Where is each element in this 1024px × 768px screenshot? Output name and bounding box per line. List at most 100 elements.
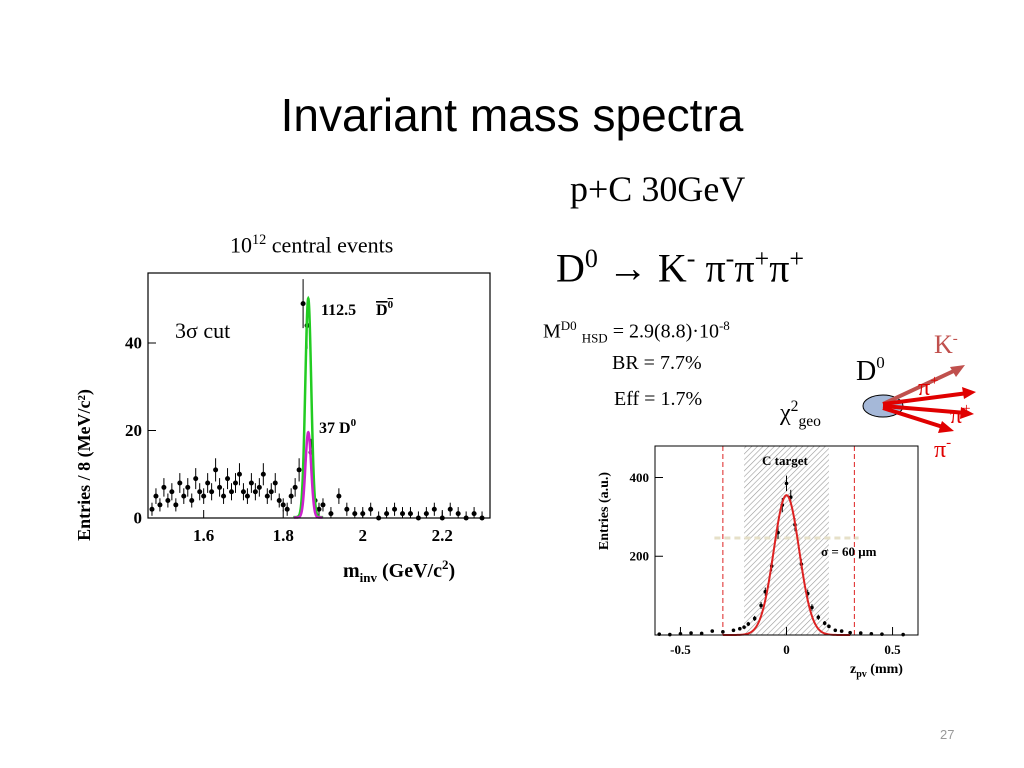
data-point bbox=[189, 498, 195, 503]
data-point bbox=[260, 471, 266, 477]
y-tick-label: 20 bbox=[125, 421, 142, 440]
y-tick-label: 0 bbox=[134, 509, 143, 528]
chi2-geo-label: χ2geo bbox=[780, 398, 821, 430]
x-tick-label: 0 bbox=[783, 642, 790, 657]
data-point bbox=[236, 471, 242, 477]
data-point bbox=[423, 511, 429, 517]
data-point bbox=[848, 630, 852, 635]
pion-arrowhead-3 bbox=[938, 421, 954, 433]
chart2-target-band bbox=[744, 446, 829, 635]
data-point bbox=[165, 498, 171, 503]
chart1-axes: 1.6 1.8 2 2.2 0 20 40 bbox=[125, 334, 453, 545]
chart1-ylabel: Entries / 8 (MeV/c²) bbox=[74, 389, 95, 541]
y-tick-label: 40 bbox=[125, 334, 142, 353]
data-point bbox=[264, 493, 270, 499]
x-tick-label: 1.8 bbox=[273, 526, 294, 545]
data-point bbox=[201, 493, 207, 499]
pion-track-1 bbox=[882, 391, 969, 406]
data-point bbox=[252, 489, 258, 495]
data-point bbox=[839, 629, 844, 633]
data-point bbox=[193, 476, 199, 482]
data-point bbox=[284, 506, 290, 512]
data-point bbox=[710, 629, 715, 633]
decay-arrow: → bbox=[607, 245, 648, 291]
slide-title: Invariant mass spectra bbox=[280, 89, 744, 141]
data-point bbox=[272, 480, 278, 486]
data-point bbox=[244, 493, 250, 499]
invariant-mass-chart: 1.6 1.8 2 2.2 0 20 40 3σ cut 112.5 D0 37 D0 mi… bbox=[74, 272, 491, 585]
zpv-chart: -0.5 0 0.5 200 400 C target σ = 60 μm zpv (m… bbox=[597, 445, 919, 680]
chart2-fit bbox=[722, 494, 851, 636]
chart2-sigma-label: σ = 60 μm bbox=[821, 544, 877, 559]
chart1-data-points bbox=[149, 279, 485, 521]
chart1-fit-dbar bbox=[293, 295, 324, 519]
data-point bbox=[149, 506, 155, 512]
chart2-axes: -0.5 0 0.5 200 400 bbox=[630, 470, 902, 657]
decay-parent: D bbox=[556, 245, 585, 291]
data-point bbox=[731, 628, 736, 633]
collision-system: p+C 30GeV bbox=[570, 169, 746, 209]
data-point bbox=[221, 493, 227, 499]
x-tick-label: 1.6 bbox=[193, 526, 214, 545]
chart1-frame bbox=[147, 272, 491, 519]
chart1-dbar-label: D0 bbox=[376, 299, 394, 319]
chart1-dbar-count: 112.5 bbox=[321, 302, 356, 319]
kaon-track bbox=[882, 367, 959, 406]
events-label: 1012 central events bbox=[230, 232, 394, 258]
chart2-data-points bbox=[657, 475, 905, 637]
data-point bbox=[752, 616, 757, 621]
data-point bbox=[276, 498, 282, 503]
data-point bbox=[352, 511, 358, 517]
data-point bbox=[229, 489, 235, 495]
data-point bbox=[292, 484, 298, 490]
decay-diagram: D0 K- π+ π+ π- bbox=[856, 330, 976, 463]
page-number: 27 bbox=[940, 727, 955, 742]
data-point bbox=[296, 467, 302, 473]
data-point bbox=[471, 511, 477, 517]
chart1-d-label: 37 D0 bbox=[319, 417, 357, 437]
data-point bbox=[759, 603, 763, 608]
data-point bbox=[181, 493, 187, 499]
data-point bbox=[185, 484, 191, 490]
efficiency: Eff = 1.7% bbox=[614, 388, 703, 410]
data-point bbox=[400, 511, 406, 517]
kaon-label: K- bbox=[934, 330, 958, 359]
data-point bbox=[431, 506, 437, 512]
data-point bbox=[344, 506, 350, 512]
x-tick-label: 2.2 bbox=[432, 526, 453, 545]
multiplicity-label: MD0 HSD = 2.9(8.8)·10-8 bbox=[543, 318, 730, 346]
pion-arrowhead-1 bbox=[962, 387, 976, 399]
data-point bbox=[288, 493, 294, 499]
data-point bbox=[256, 484, 262, 490]
pion-plus-label-1: π+ bbox=[918, 373, 939, 401]
data-point bbox=[810, 605, 814, 610]
data-point bbox=[161, 484, 167, 490]
data-point bbox=[447, 506, 453, 512]
data-point bbox=[300, 301, 306, 307]
data-point bbox=[392, 506, 398, 512]
x-tick-label: 0.5 bbox=[884, 642, 901, 657]
data-point bbox=[232, 480, 238, 486]
data-point bbox=[280, 502, 286, 508]
data-point bbox=[822, 621, 827, 625]
data-point bbox=[816, 615, 821, 620]
pion-plus-label-2: π+ bbox=[950, 401, 971, 429]
data-point bbox=[169, 489, 175, 495]
data-point bbox=[721, 630, 725, 634]
data-point bbox=[827, 624, 831, 629]
data-point bbox=[209, 489, 215, 495]
y-tick-label: 400 bbox=[630, 470, 650, 485]
data-point bbox=[328, 511, 334, 517]
data-point bbox=[742, 625, 746, 629]
pion-track-2 bbox=[882, 404, 967, 415]
chart1-cut-label: 3σ cut bbox=[175, 318, 230, 343]
data-point bbox=[240, 489, 246, 495]
data-point bbox=[336, 493, 342, 499]
data-point bbox=[407, 511, 413, 517]
d0-label: D0 bbox=[856, 353, 885, 387]
data-point bbox=[225, 476, 231, 482]
data-point bbox=[157, 502, 163, 508]
data-point bbox=[833, 628, 838, 633]
data-point bbox=[368, 506, 374, 512]
data-point bbox=[217, 484, 223, 490]
